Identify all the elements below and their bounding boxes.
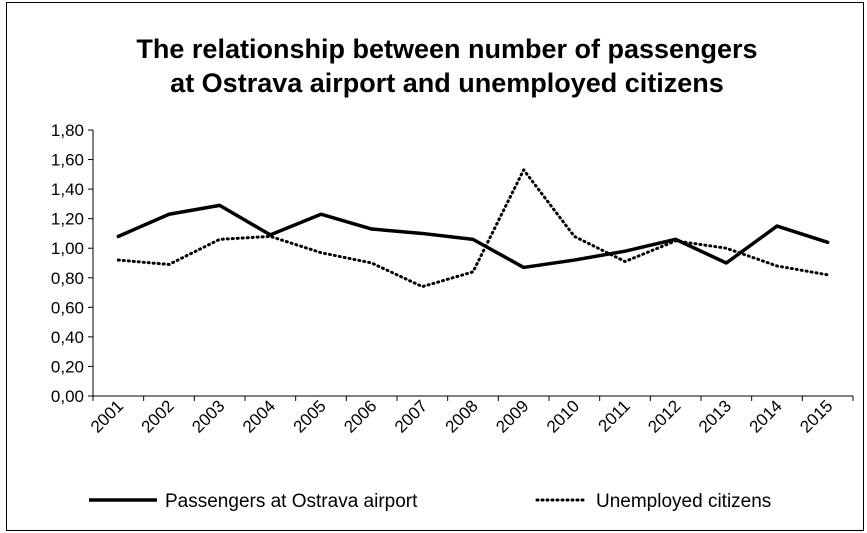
legend-label: Passengers at Ostrava airport	[165, 491, 418, 512]
y-tick-label: 0,60	[51, 298, 84, 317]
x-tick-label: 2009	[492, 396, 532, 436]
x-tick-label: 2010	[543, 396, 583, 436]
x-tick-label: 2005	[290, 396, 330, 436]
chart-frame: The relationship between number of passe…	[6, 2, 864, 531]
series-line-passengers	[116, 203, 830, 270]
series-group	[116, 168, 830, 289]
x-tick-label: 2004	[239, 396, 279, 436]
y-tick-label: 0,20	[51, 357, 84, 376]
y-tick-label: 0,80	[51, 269, 84, 288]
x-tick-label: 2007	[391, 396, 431, 436]
series-line-unemployed	[116, 168, 830, 289]
x-tick-label: 2015	[796, 396, 836, 436]
y-tick-label: 1,00	[51, 239, 84, 258]
chart-title-line-2: at Ostrava airport and unemployed citize…	[170, 68, 724, 98]
x-axis-ticks: 2001 2002 2003 2004 2005 2006 2007 2008 2009 2010…	[87, 396, 854, 437]
x-tick-label: 2013	[695, 396, 735, 436]
y-tick-label: 1,40	[51, 180, 84, 199]
chart-title-line-1: The relationship between number of passe…	[136, 34, 757, 64]
x-tick-label: 2002	[138, 396, 178, 436]
y-tick-label: 1,80	[51, 121, 84, 140]
chart-title: The relationship between number of passe…	[136, 34, 757, 98]
y-tick-label: 0,40	[51, 328, 84, 347]
y-tick-label: 0,00	[51, 387, 84, 406]
x-tick-label: 2001	[87, 396, 127, 436]
x-tick-label: 2011	[595, 396, 634, 435]
x-tick-label: 2014	[746, 396, 786, 436]
x-tick-label: 2008	[442, 396, 482, 436]
chart-svg: The relationship between number of passe…	[51, 34, 854, 512]
x-tick-label: 2006	[340, 396, 380, 436]
axes	[92, 130, 853, 397]
y-axis-ticks: 0,00 0,20 0,40 0,60 0,80 1,00 1,20 1,40 1,60 1,80	[51, 121, 93, 406]
y-tick-label: 1,60	[51, 151, 84, 170]
legend: Passengers at Ostrava airport Unemployed …	[89, 491, 771, 512]
x-tick-label: 2003	[188, 396, 228, 436]
y-tick-label: 1,20	[51, 210, 84, 229]
legend-label: Unemployed citizens	[596, 491, 771, 512]
x-tick-label: 2012	[644, 396, 684, 436]
